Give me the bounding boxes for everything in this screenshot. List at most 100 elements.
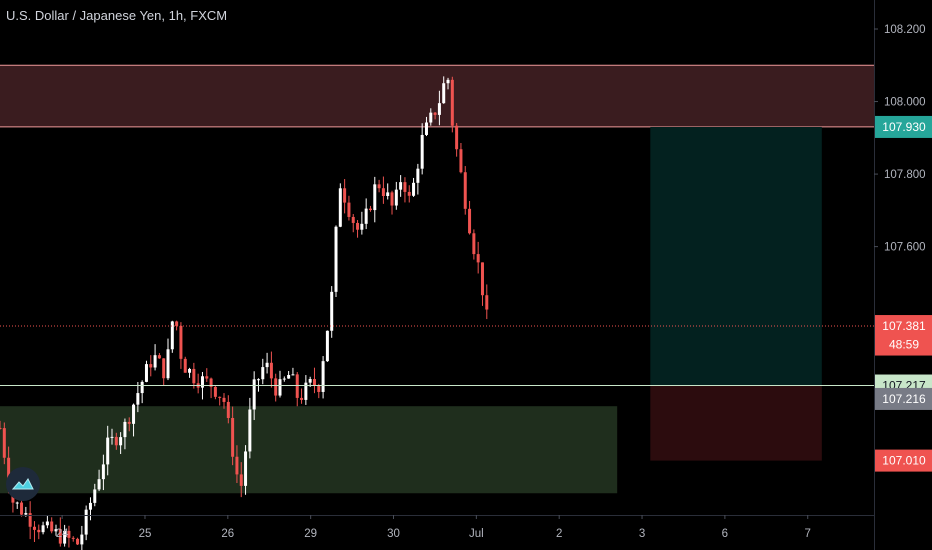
candle-body [0, 427, 2, 429]
candle-body [459, 149, 463, 173]
candle-body [20, 502, 24, 515]
candle-body [287, 374, 291, 379]
candle-body [416, 168, 420, 183]
candle-body [244, 451, 248, 486]
candle-body [407, 191, 411, 196]
candle-body [231, 417, 235, 457]
candle-body [330, 291, 334, 331]
time-tick-label: 30 [387, 528, 400, 540]
candle-body [41, 525, 45, 533]
candle-body [239, 474, 243, 486]
price-tag [875, 333, 932, 356]
candle-body [127, 421, 131, 424]
candle-body [84, 509, 88, 535]
candle-body [429, 112, 433, 123]
tradingview-logo-icon[interactable] [6, 467, 40, 501]
candle-body [15, 502, 19, 504]
candle-body [136, 393, 140, 405]
price-tick-label: 108.200 [884, 24, 926, 36]
candle-body [209, 378, 213, 387]
candle-body [256, 379, 260, 381]
candle-body [312, 379, 316, 386]
candle-body [93, 489, 97, 503]
candle-body [468, 208, 472, 234]
stop-zone [650, 385, 822, 461]
candle-body [144, 364, 148, 382]
candle-body [67, 530, 71, 538]
candle-body [88, 502, 92, 510]
candle-body [338, 188, 342, 227]
candle-body [381, 188, 385, 197]
candle-body [455, 125, 459, 150]
candle-body [433, 112, 437, 115]
candle-body [101, 464, 105, 480]
time-tick-label: 25 [139, 528, 152, 540]
candle-body [97, 479, 101, 490]
candle-body [308, 379, 312, 383]
candle-body [282, 378, 286, 380]
chart-title: U.S. Dollar / Japanese Yen, 1h, FXCM [6, 8, 228, 23]
candle-body [399, 182, 403, 190]
candle-body [368, 208, 372, 211]
time-tick-label: Jul [469, 528, 484, 540]
candle-body [175, 321, 179, 326]
candle-body [403, 182, 407, 192]
time-tick-label: 26 [221, 528, 234, 540]
candle-body [390, 192, 394, 206]
candle-body [269, 362, 273, 379]
candle-body [162, 358, 166, 379]
candle-body [170, 321, 174, 350]
price-tag-label: 107.216 [882, 392, 926, 406]
candle-body [166, 349, 170, 379]
candle-body [132, 404, 136, 424]
candle-body [200, 376, 204, 388]
price-tag [875, 115, 932, 138]
candle-body [356, 222, 360, 230]
candle-body [80, 534, 84, 545]
candle-body [76, 538, 80, 545]
zones-layer [0, 64, 874, 494]
candle-body [205, 376, 209, 379]
resistance-zone [0, 65, 874, 127]
candle-body [222, 397, 226, 402]
candle-body [114, 436, 118, 446]
candle-body [192, 368, 196, 384]
candle-body [45, 521, 49, 526]
candle-body [325, 330, 329, 362]
candle-body [360, 223, 364, 230]
price-tag [875, 315, 932, 338]
candle-body [300, 397, 304, 400]
candle-body [157, 355, 161, 359]
candle-body [37, 529, 41, 533]
candle-body [334, 226, 338, 292]
candle-body [446, 79, 450, 84]
candle-body [153, 355, 157, 368]
candle-body [149, 364, 153, 368]
candle-body [291, 374, 295, 376]
candle-body [24, 513, 28, 515]
candle-body [295, 374, 299, 398]
price-tag [875, 387, 932, 410]
candle-body [58, 529, 62, 544]
candle-body [424, 122, 428, 135]
candle-body [32, 526, 36, 530]
candle-body [50, 521, 54, 532]
candle-body [248, 409, 252, 452]
candle-body [463, 172, 467, 209]
price-tag [875, 449, 932, 472]
candle-body [140, 381, 144, 394]
candle-body [437, 103, 441, 115]
candle-body [188, 368, 192, 373]
candle-body [304, 382, 308, 400]
candle-body [179, 325, 183, 359]
candle-body [28, 513, 32, 527]
candle-body [373, 184, 377, 211]
candle-body [252, 379, 256, 410]
candle-body [377, 184, 381, 189]
candle-body [351, 216, 355, 223]
candles-layer [0, 76, 489, 550]
candle-body [54, 529, 58, 532]
candle-body [218, 396, 222, 398]
